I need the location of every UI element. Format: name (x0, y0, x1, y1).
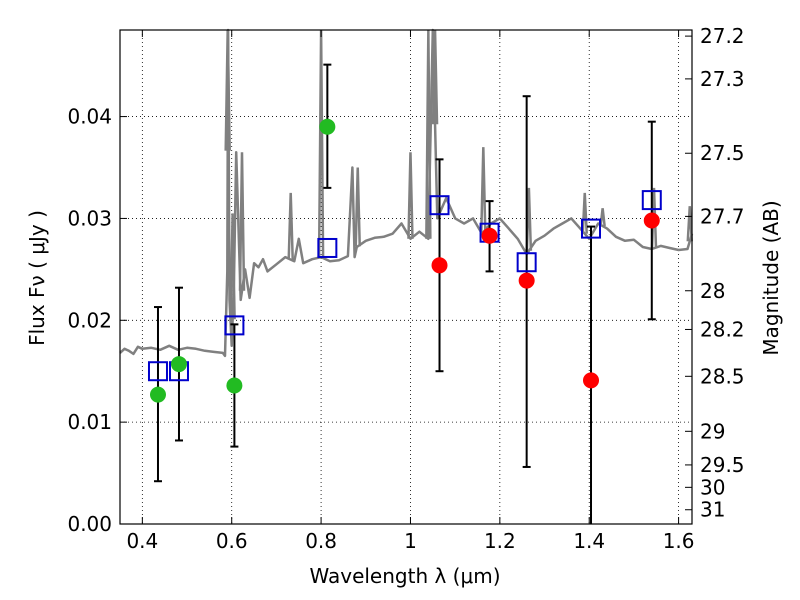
y2-tick-label: 27.3 (700, 67, 745, 91)
x-tick-label: 0.8 (305, 529, 337, 553)
observed-flux-point (149, 386, 166, 403)
observed-flux-point (481, 227, 498, 244)
x-axis-title: Wavelength λ (μm) (309, 564, 500, 588)
x-tick-label: 1.4 (573, 529, 605, 553)
y2-tick-label: 29.5 (700, 453, 745, 477)
emission-line-spike (599, 208, 606, 227)
model-photometry-square (317, 237, 338, 258)
model-photometry-square (147, 361, 168, 382)
spectrum-line (119, 28, 694, 358)
y-axis-title: Flux Fν ( μJy ) (25, 210, 49, 346)
model-spectrum (119, 28, 694, 358)
emission-line-spike (238, 152, 246, 291)
axes: 0.4 0.6 0.8 1 1.2 1.4 1.6 0.00 0.01 0.02 0.03 0.04 2… (67, 24, 744, 553)
observed-flux-point (518, 272, 535, 289)
x-tick-label: 1 (404, 529, 417, 553)
y2-tick-label: 30 (700, 475, 725, 499)
y2-tick-label: 29 (700, 419, 725, 443)
x-tick-label: 1.2 (484, 529, 516, 553)
y2-tick-label: 31 (700, 498, 725, 522)
model-photometry-square (429, 195, 450, 216)
y-tick-label: 0.04 (67, 105, 112, 129)
observed-flux-point (431, 257, 448, 274)
x-tick-label: 0.4 (126, 529, 158, 553)
emission-line-spike (354, 167, 361, 247)
emission-line-spike (317, 29, 325, 258)
observed-flux-point (319, 118, 336, 135)
y2-tick-label: 28.2 (700, 317, 745, 341)
y-tick-label: 0.00 (67, 512, 112, 536)
grid (120, 30, 692, 524)
data-markers (147, 118, 662, 403)
observed-flux-point (170, 356, 187, 373)
y2-axis-title: Magnitude (AB) (759, 200, 783, 355)
y-tick-label: 0.03 (67, 206, 112, 230)
y2-tick-label: 28 (700, 279, 725, 303)
emission-line-spike (407, 152, 414, 239)
emission-line-spike (287, 192, 294, 260)
y2-tick-label: 28.5 (700, 364, 745, 388)
emission-line-spike (480, 147, 487, 233)
x-tick-label: 0.6 (216, 529, 248, 553)
model-photometry-square (224, 315, 245, 336)
y2-tick-label: 27.7 (700, 204, 745, 228)
y-tick-label: 0.01 (67, 410, 112, 434)
emission-line-spike (581, 192, 588, 234)
y2-tick-label: 27.2 (700, 24, 745, 48)
model-photometry-square (516, 252, 537, 273)
emission-line-spike (229, 213, 236, 320)
plot-frame (119, 29, 693, 525)
y-tick-label: 0.02 (67, 308, 112, 332)
observed-flux-point (226, 377, 243, 394)
x-tick-label: 1.6 (663, 529, 695, 553)
observed-flux-point (643, 212, 660, 229)
emission-line-spike (686, 206, 694, 242)
model-photometry-square (641, 190, 662, 211)
model-photometry-square (581, 218, 602, 239)
y2-tick-label: 27.5 (700, 141, 745, 165)
observed-flux-point (583, 372, 600, 389)
